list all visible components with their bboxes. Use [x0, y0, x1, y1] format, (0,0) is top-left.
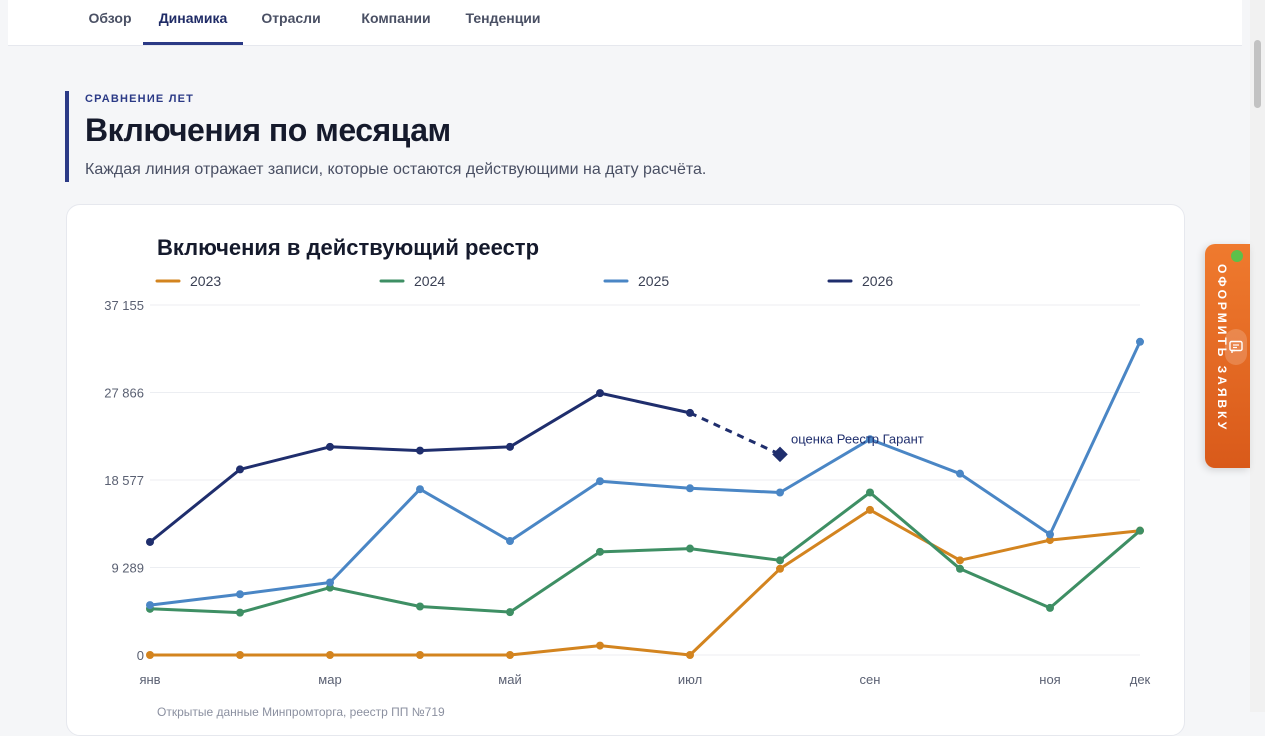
data-point-2023: [776, 564, 784, 573]
data-point-2024: [416, 602, 424, 611]
data-point-2026: [416, 446, 424, 455]
data-point-2025: [956, 469, 964, 478]
tab-overview[interactable]: Обзор: [88, 10, 132, 26]
tab-trends[interactable]: Тенденции: [465, 10, 541, 26]
data-point-2026: [236, 465, 244, 474]
page-title: Включения по месяцам: [85, 112, 451, 148]
request-cta-button[interactable]: ОФОРМИТЬ ЗАЯВКУ: [1205, 244, 1250, 468]
y-tick-label: 37 155: [104, 298, 144, 313]
data-point-2025: [866, 435, 874, 444]
online-status-dot: [1231, 250, 1243, 262]
data-point-2023: [326, 651, 334, 659]
data-point-2025: [686, 484, 694, 493]
data-point-2025: [506, 537, 514, 546]
data-point-2024: [506, 608, 514, 617]
chart-card: Включения в действующий реестр 2023 2024 20…: [66, 204, 1185, 736]
tab-companies[interactable]: Компании: [361, 10, 431, 26]
x-tick-label: янв: [139, 672, 160, 687]
data-point-2023: [866, 505, 874, 514]
data-point-2023: [1046, 536, 1054, 545]
x-tick-label: ноя: [1039, 672, 1060, 687]
estimate-marker: [772, 446, 788, 463]
data-point-2023: [956, 556, 964, 565]
data-point-2026: [146, 537, 154, 546]
legend-label-2026: 2026: [862, 273, 893, 289]
data-point-2024: [956, 564, 964, 573]
section-subtitle: Каждая линия отражает записи, которые ос…: [85, 161, 707, 178]
data-point-2023: [236, 651, 244, 659]
data-point-2023: [506, 651, 514, 659]
line-chart: Включения в действующий реестр 2023 2024 20…: [104, 235, 1151, 719]
data-point-2025: [236, 590, 244, 599]
data-point-2024: [236, 608, 244, 617]
active-tab-indicator: [143, 42, 243, 45]
tab-industries[interactable]: Отрасли: [261, 10, 321, 26]
cta-label: ОФОРМИТЬ ЗАЯВКУ: [1215, 264, 1229, 433]
page-scrollbar[interactable]: [1250, 0, 1265, 712]
tab-dynamics[interactable]: Динамика: [158, 10, 228, 26]
legend-label-2024: 2024: [414, 273, 445, 289]
chart-footnote: Открытые данные Минпромторга, реестр ПП …: [157, 705, 445, 719]
data-point-2026: [326, 442, 334, 451]
legend-label-2025: 2025: [638, 273, 669, 289]
scrollbar-thumb[interactable]: [1254, 40, 1261, 108]
data-point-2026: [506, 442, 514, 451]
y-tick-label: 27 866: [104, 386, 144, 401]
data-point-2024: [686, 544, 694, 553]
top-navigation: Обзор Динамика Отрасли Компании Тенденци…: [8, 0, 1242, 46]
x-tick-label: июл: [678, 672, 702, 687]
data-point-2023: [416, 651, 424, 659]
chart-title: Включения в действующий реестр: [157, 235, 539, 260]
data-point-2023: [146, 651, 154, 659]
data-point-2025: [326, 578, 334, 587]
data-point-2025: [1046, 530, 1054, 539]
data-point-2024: [1046, 603, 1054, 612]
data-point-2025: [596, 477, 604, 486]
data-point-2024: [1136, 526, 1144, 535]
estimate-dashed-line: [689, 411, 781, 456]
data-point-2024: [596, 547, 604, 556]
data-point-2023: [686, 651, 694, 659]
y-tick-label: 0: [137, 648, 144, 663]
data-point-2024: [776, 556, 784, 565]
x-tick-label: сен: [860, 672, 881, 687]
x-tick-label: мар: [318, 672, 341, 687]
series-line-2026: [148, 391, 692, 544]
data-point-2024: [866, 488, 874, 497]
legend-label-2023: 2023: [190, 273, 221, 289]
data-point-2026: [596, 389, 604, 398]
y-tick-label: 9 289: [111, 561, 144, 576]
section-accent-bar: [65, 91, 69, 182]
series-line-2025: [148, 340, 1142, 607]
data-point-2025: [146, 601, 154, 610]
data-point-2025: [416, 485, 424, 494]
estimate-annotation: оценка Реестр Гарант: [791, 431, 924, 446]
x-tick-label: май: [498, 672, 521, 687]
data-point-2025: [1136, 337, 1144, 346]
section-eyebrow: СРАВНЕНИЕ ЛЕТ: [85, 93, 195, 105]
data-point-2023: [596, 641, 604, 650]
message-icon: [1225, 329, 1247, 365]
x-tick-label: дек: [1130, 672, 1151, 687]
series-line-2024: [148, 491, 1142, 615]
series-line-2023: [148, 508, 1142, 657]
data-point-2025: [776, 488, 784, 497]
y-tick-label: 18 577: [104, 473, 144, 488]
